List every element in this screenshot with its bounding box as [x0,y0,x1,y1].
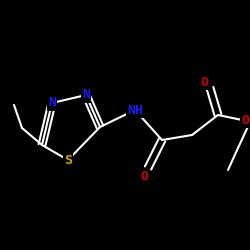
Text: N: N [48,96,56,110]
Text: S: S [64,154,72,166]
Text: O: O [241,114,249,126]
Text: O: O [200,76,208,88]
Text: N: N [82,88,90,102]
Text: NH: NH [127,104,143,117]
Text: O: O [140,170,148,182]
